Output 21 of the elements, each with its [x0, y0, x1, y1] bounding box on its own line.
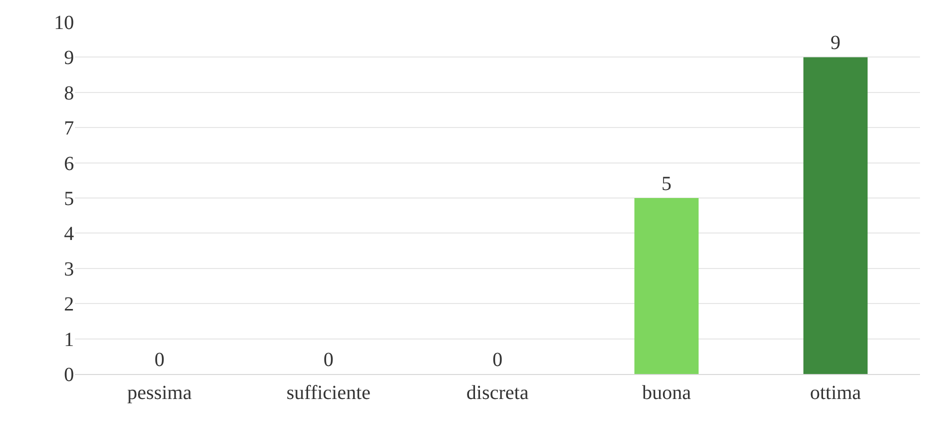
y-tick-label: 5: [64, 188, 74, 210]
x-tick-label: buona: [642, 382, 692, 404]
data-label: 0: [324, 349, 334, 371]
y-tick-label: 4: [64, 223, 74, 246]
data-label: 9: [830, 32, 840, 54]
data-label: 5: [662, 173, 672, 195]
y-tick-label: 8: [64, 82, 74, 104]
y-tick-label: 10: [54, 12, 74, 34]
y-tick-label: 2: [64, 294, 74, 316]
y-tick-label: 0: [64, 364, 74, 386]
y-tick-label: 7: [64, 118, 74, 140]
x-tick-label: sufficiente: [286, 382, 371, 404]
x-tick-label: ottima: [810, 382, 862, 404]
data-label: 0: [492, 349, 502, 371]
x-tick-label: discreta: [466, 382, 529, 404]
y-tick-label: 1: [64, 328, 74, 351]
y-tick-label: 3: [64, 258, 74, 280]
data-label: 0: [154, 349, 164, 371]
x-tick-label: pessima: [127, 382, 192, 404]
y-tick-label: 9: [64, 47, 74, 70]
y-tick-label: 6: [64, 152, 74, 175]
